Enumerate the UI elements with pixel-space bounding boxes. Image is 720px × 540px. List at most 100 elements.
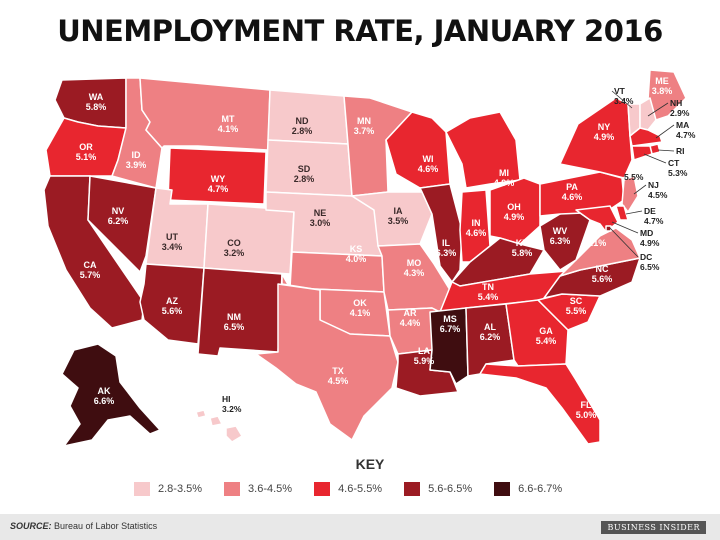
- state-label-ks: KS: [350, 244, 363, 254]
- state-nv: [87, 175, 157, 273]
- state-label-de: DE: [644, 206, 656, 216]
- leader-line-de: [625, 210, 643, 215]
- state-value-wi: 4.6%: [418, 164, 439, 174]
- legend-swatch: [494, 482, 511, 496]
- map-title: UNEMPLOYMENT RATE, JANUARY 2016: [57, 14, 663, 48]
- state-value-il: 6.3%: [436, 248, 457, 258]
- legend-item: 4.6-5.5%: [314, 482, 382, 496]
- state-value-ct: 5.3%: [668, 168, 688, 178]
- state-value-ms: 6.7%: [440, 324, 461, 334]
- state-label-oh: OH: [507, 202, 521, 212]
- leader-line-dc: [609, 227, 639, 258]
- state-label-sd: SD: [298, 164, 311, 174]
- state-wi: [385, 111, 451, 189]
- state-label-pa: PA: [566, 182, 578, 192]
- state-ak: [61, 343, 161, 447]
- state-value-wa: 5.8%: [86, 102, 107, 112]
- state-label-wa: WA: [89, 92, 104, 102]
- legend-swatch: [404, 482, 421, 496]
- state-label-ne: NE: [314, 208, 327, 218]
- state-value-tx: 4.5%: [328, 376, 349, 386]
- state-value-vt: 3.4%: [614, 96, 634, 106]
- state-label-nh: NH: [670, 98, 682, 108]
- legend-label: 5.6-6.5%: [428, 483, 473, 495]
- state-label-va: VA: [590, 228, 602, 238]
- state-value-ok: 4.1%: [350, 308, 371, 318]
- state-label-ga: GA: [539, 326, 553, 336]
- leader-line-nh: [647, 102, 669, 117]
- state-mt: [139, 77, 271, 151]
- state-value-ia: 3.5%: [388, 216, 409, 226]
- state-label-fl: FL: [581, 400, 592, 410]
- state-label-az: AZ: [166, 296, 178, 306]
- state-label-md: MD: [640, 228, 653, 238]
- state-value-mt: 4.1%: [218, 124, 239, 134]
- state-label-ri: RI: [676, 146, 685, 156]
- state-label-dc: DC: [640, 252, 652, 262]
- state-value-ks: 4.0%: [346, 254, 367, 264]
- state-value-id: 3.9%: [126, 160, 147, 170]
- state-value-nj: 4.5%: [648, 190, 668, 200]
- state-value-wv: 6.3%: [550, 236, 571, 246]
- us-map: WA5.8%OR5.1%CA5.7%ID3.9%NV6.2%MT4.1%WY4.…: [43, 69, 696, 447]
- state-value-az: 5.6%: [162, 306, 183, 316]
- state-value-al: 6.2%: [480, 332, 501, 342]
- state-label-vt: VT: [614, 86, 626, 96]
- state-nj: [621, 175, 639, 213]
- state-value-sd: 2.8%: [294, 174, 315, 184]
- state-value-md: 4.9%: [640, 238, 660, 248]
- source-prefix: SOURCE:: [10, 521, 52, 531]
- leader-line-ri: [657, 149, 675, 152]
- state-label-wy: WY: [211, 174, 226, 184]
- state-value-mn: 3.7%: [354, 126, 375, 136]
- state-label-sc: SC: [570, 296, 583, 306]
- state-value-me: 3.8%: [652, 86, 673, 96]
- state-label-ms: MS: [443, 314, 457, 324]
- key-title: KEY: [355, 456, 385, 472]
- state-value-oh: 4.9%: [504, 212, 525, 222]
- leader-line-ma: [655, 124, 675, 139]
- state-label-mo: MO: [407, 258, 422, 268]
- state-dc: [605, 225, 612, 232]
- legend-label: 4.6-5.5%: [338, 483, 383, 495]
- state-label-nj: NJ: [648, 180, 659, 190]
- state-value-va: 4.1%: [586, 238, 607, 248]
- state-label-tn: TN: [482, 282, 494, 292]
- state-value-or: 5.1%: [76, 152, 97, 162]
- legend-label: 3.6-4.5%: [248, 483, 293, 495]
- state-value-nc: 5.6%: [592, 274, 613, 284]
- state-value-ky: 5.8%: [512, 248, 533, 258]
- legend-item: 2.8-3.5%: [134, 482, 202, 496]
- legend-label: 6.6-6.7%: [518, 483, 563, 495]
- state-label-ak: AK: [98, 386, 111, 396]
- state-label-mn: MN: [357, 116, 371, 126]
- state-label-ca: CA: [84, 260, 97, 270]
- state-label-ma: MA: [676, 120, 689, 130]
- state-value-mi: 4.9%: [494, 178, 515, 188]
- state-label-me: ME: [655, 76, 669, 86]
- state-label-wv: WV: [553, 226, 568, 236]
- state-mn: [343, 95, 413, 197]
- state-value-pa: 4.6%: [562, 192, 583, 202]
- state-label-ar: AR: [404, 308, 417, 318]
- state-value-de: 4.7%: [644, 216, 664, 226]
- legend-item: 6.6-6.7%: [494, 482, 562, 496]
- state-ks: [289, 251, 385, 293]
- state-value-ut: 3.4%: [162, 242, 183, 252]
- state-ct: [631, 145, 653, 161]
- state-label-ok: OK: [353, 298, 367, 308]
- state-label-il: IL: [442, 238, 451, 248]
- legend-swatch: [134, 482, 150, 496]
- state-hi: [195, 409, 243, 443]
- legend-label: 2.8-3.5%: [158, 483, 203, 495]
- state-value-sc: 5.5%: [566, 306, 587, 316]
- state-label-in: IN: [472, 218, 481, 228]
- state-value-ak: 6.6%: [94, 396, 115, 406]
- legend-swatch: [224, 482, 241, 496]
- state-value-ma: 4.7%: [676, 130, 696, 140]
- state-value-ca: 5.7%: [80, 270, 101, 280]
- source-text: SOURCE: Bureau of Labor Statistics: [10, 521, 157, 531]
- state-label-ia: IA: [394, 206, 404, 216]
- state-value-mo: 4.3%: [404, 268, 425, 278]
- state-value-nd: 2.8%: [292, 126, 313, 136]
